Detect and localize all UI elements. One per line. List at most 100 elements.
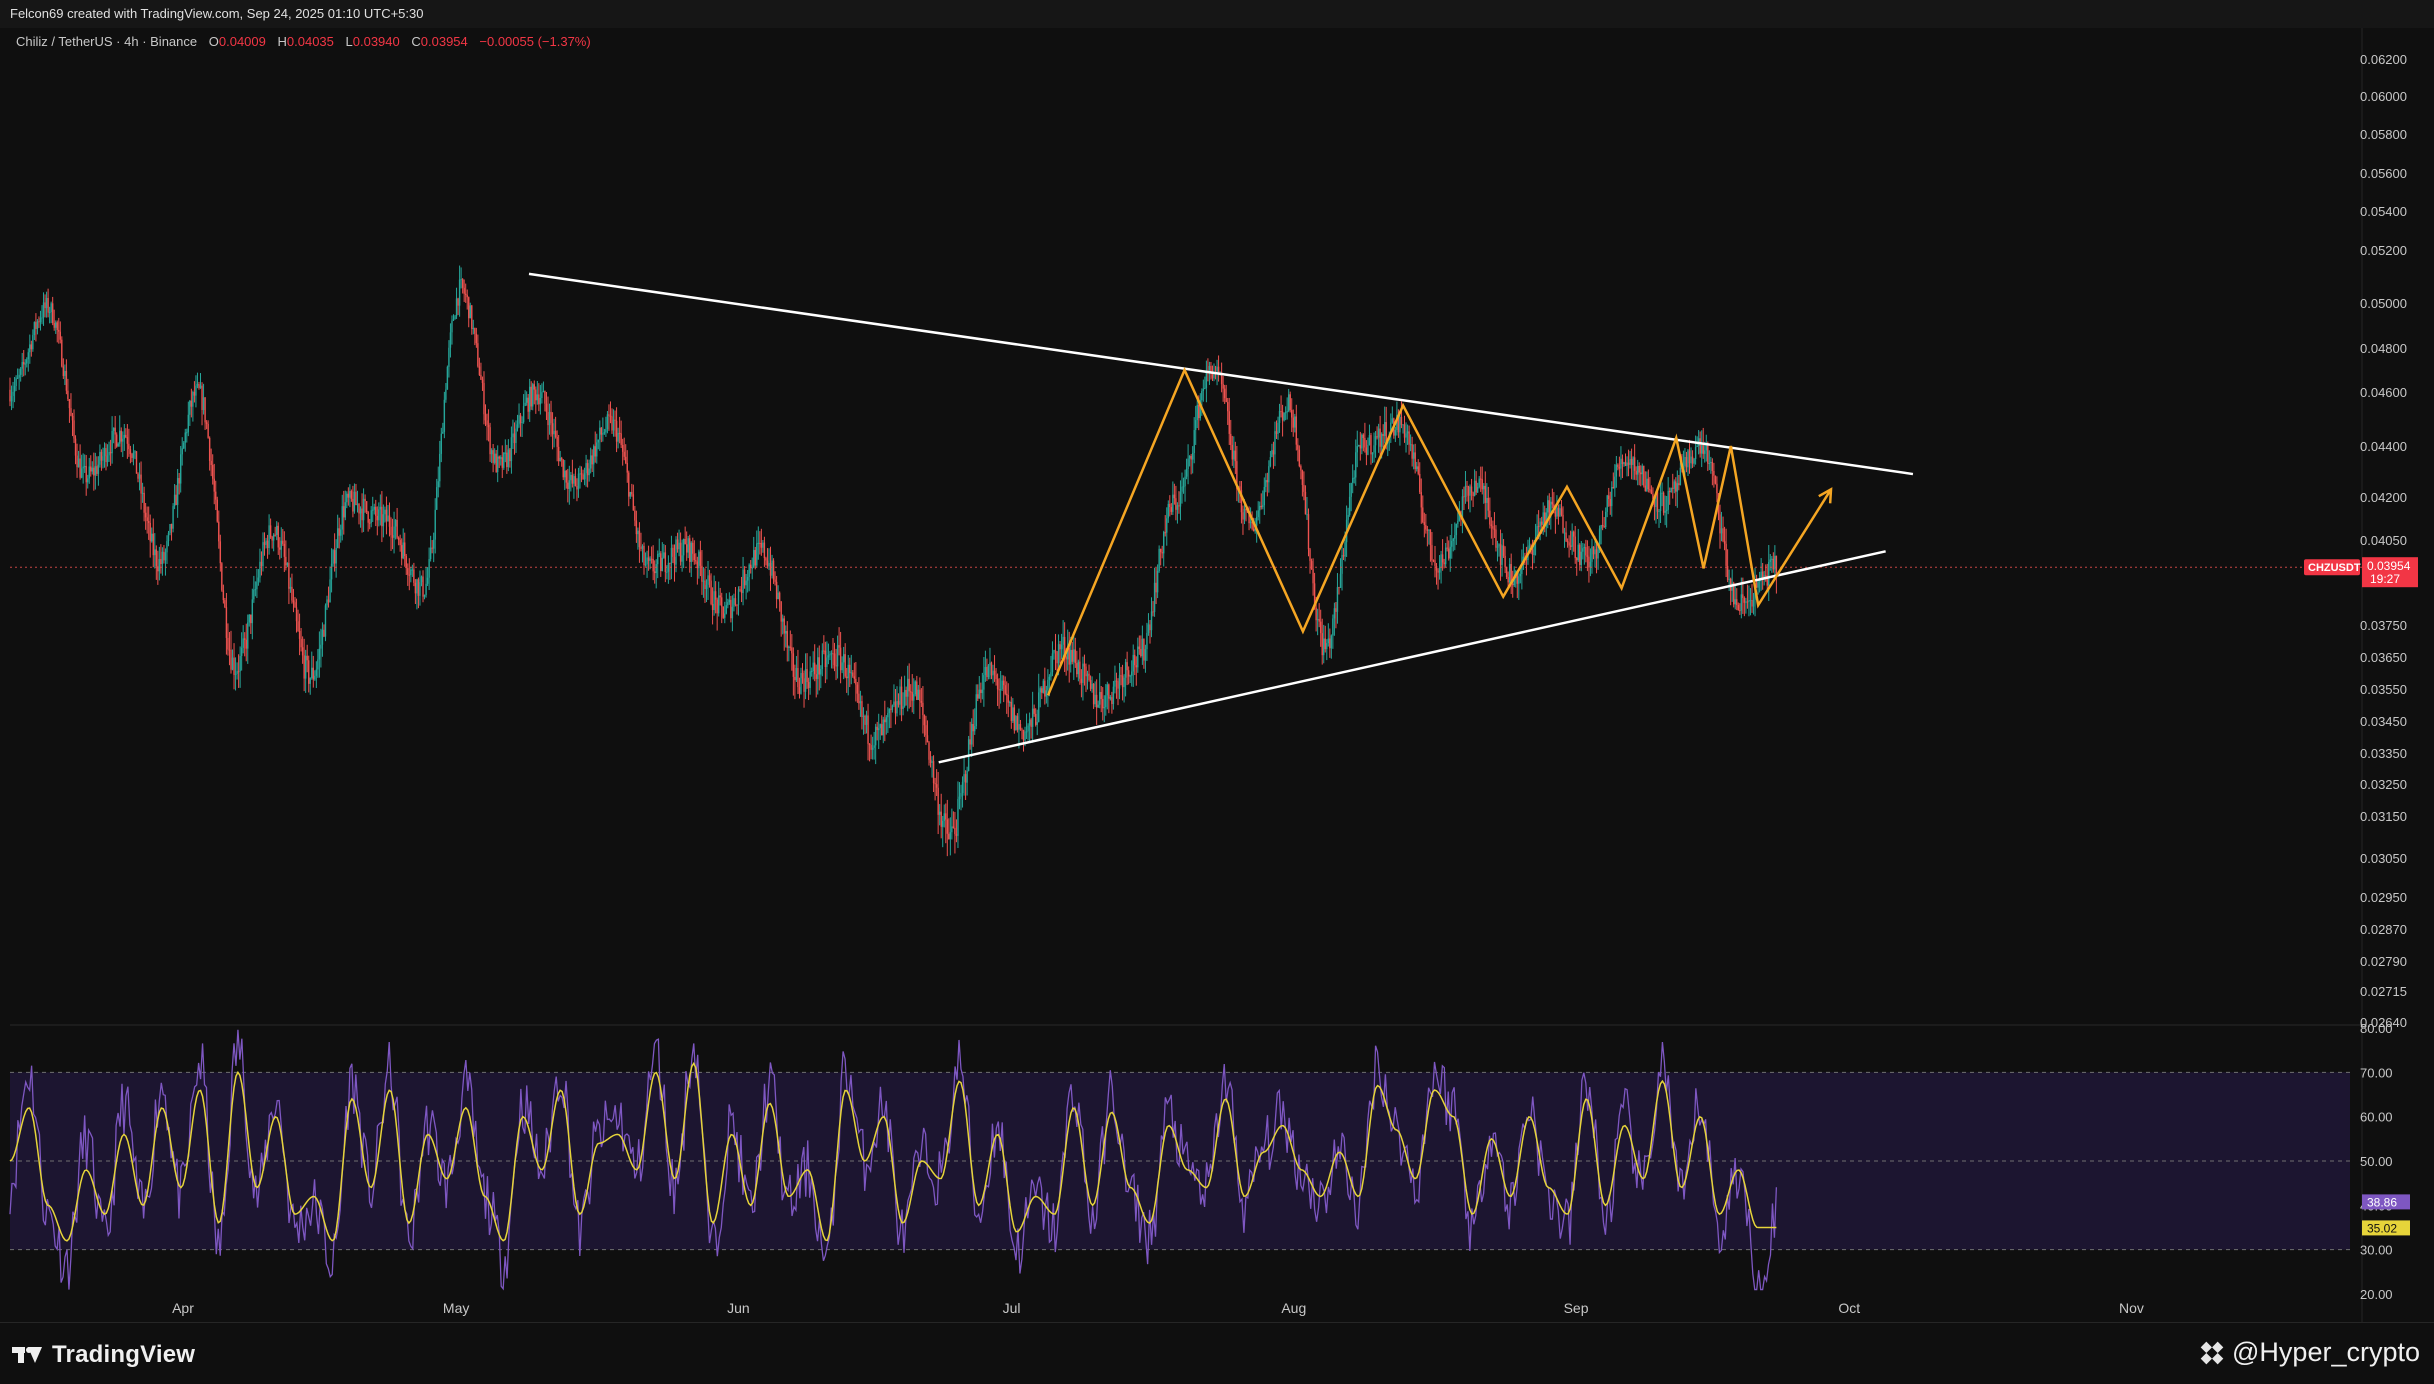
chart-area[interactable]: 0.06200 0.06000 0.05800 0.05600 0.05400 0.052… xyxy=(0,28,2434,1322)
candle-body xyxy=(483,383,485,415)
candle-body xyxy=(151,533,153,542)
candle-body xyxy=(131,454,133,458)
candle-body xyxy=(873,745,875,748)
candle-body xyxy=(1018,724,1020,730)
candle-body xyxy=(1589,561,1592,568)
candle-body xyxy=(301,647,304,656)
candle-body xyxy=(1137,646,1139,668)
candle-body xyxy=(669,562,671,564)
candle-body xyxy=(320,644,322,649)
candle-body xyxy=(225,607,228,638)
candle-body xyxy=(1304,491,1307,515)
candle-body xyxy=(26,359,28,364)
candle-body xyxy=(582,474,584,480)
candle-body xyxy=(926,735,929,743)
candle-body xyxy=(920,700,923,703)
candle-body xyxy=(545,403,548,413)
price-tick-label: 0.05600 xyxy=(2360,166,2407,181)
countdown-text: 19:27 xyxy=(2370,572,2400,586)
candle-body xyxy=(1028,719,1031,726)
candle-body xyxy=(1630,458,1633,465)
candle-body xyxy=(628,472,630,497)
candle-body xyxy=(239,656,241,672)
candle-body xyxy=(1131,671,1133,676)
candle-body xyxy=(1440,554,1442,568)
candle-body xyxy=(519,415,522,423)
candle-body xyxy=(323,629,325,637)
candle-body xyxy=(83,466,86,468)
candle-body xyxy=(414,582,417,594)
candle-body xyxy=(1041,688,1043,693)
candle-body xyxy=(862,715,865,717)
candle-body xyxy=(1463,496,1465,498)
candle-body xyxy=(672,547,674,557)
candle-body xyxy=(1592,546,1595,555)
candle-body xyxy=(335,548,337,564)
candle-body xyxy=(166,541,168,553)
candle-body xyxy=(937,787,939,815)
candle-body xyxy=(815,674,817,679)
candle-body xyxy=(704,580,706,589)
candle-body xyxy=(617,432,619,442)
candle-body xyxy=(286,562,289,566)
rsi-ma-badge xyxy=(2362,1220,2410,1236)
candle-body xyxy=(1060,644,1063,650)
candle-body xyxy=(814,662,816,675)
candle-body xyxy=(1351,477,1354,483)
candle-body xyxy=(426,577,429,584)
candle-body xyxy=(1263,486,1265,506)
candle-body xyxy=(1416,466,1418,470)
candle-body xyxy=(501,457,503,468)
candle-body xyxy=(1720,528,1723,534)
candle-body xyxy=(455,298,458,317)
candle-body xyxy=(378,509,380,521)
candle-body xyxy=(1772,558,1775,570)
candle-body xyxy=(515,428,517,443)
candle-body xyxy=(1289,394,1291,411)
candle-body xyxy=(314,675,316,680)
candle-body xyxy=(1332,618,1334,636)
candle-body xyxy=(19,368,22,375)
candle-body xyxy=(1190,455,1192,460)
chart-canvas[interactable]: 0.06200 0.06000 0.05800 0.05600 0.05400 0.052… xyxy=(0,28,2434,1322)
candle-body xyxy=(309,678,311,684)
candle-body xyxy=(1044,680,1046,697)
candle-body xyxy=(1123,677,1125,688)
candle-body xyxy=(797,668,799,688)
tradingview-logo[interactable]: TradingView xyxy=(12,1341,195,1369)
candle-body xyxy=(119,430,121,444)
candle-body xyxy=(458,279,461,306)
candle-body xyxy=(1702,443,1704,454)
candle-body xyxy=(292,600,295,603)
candle-body xyxy=(256,581,258,590)
candle-body xyxy=(923,715,926,726)
candle-body xyxy=(1333,608,1336,619)
candle-body xyxy=(707,575,709,585)
candle-body xyxy=(1710,461,1712,464)
candle-body xyxy=(878,728,880,731)
candle-body xyxy=(900,686,903,709)
candle-body xyxy=(1034,713,1037,725)
candle-body xyxy=(751,567,753,569)
candle-body xyxy=(992,670,994,676)
candle-body xyxy=(1004,685,1006,694)
candle-body xyxy=(626,463,628,473)
candle-body xyxy=(1411,444,1413,459)
candle-body xyxy=(67,390,69,400)
candle-body xyxy=(1649,489,1651,491)
candle-body xyxy=(1099,692,1101,705)
candle-body xyxy=(788,646,790,648)
candle-body xyxy=(586,463,589,476)
candle-body xyxy=(1002,680,1005,686)
candle-body xyxy=(1516,571,1518,584)
candle-body xyxy=(201,385,203,411)
candle-body xyxy=(1556,507,1558,517)
candle-body xyxy=(1033,708,1035,714)
candle-body xyxy=(842,654,845,663)
candle-body xyxy=(391,535,394,538)
candle-body xyxy=(158,558,161,572)
candle-body xyxy=(417,579,420,596)
candle-body xyxy=(1537,526,1540,528)
candle-body xyxy=(736,604,738,606)
symbol-tag-text: CHZUSDT xyxy=(2308,562,2361,574)
